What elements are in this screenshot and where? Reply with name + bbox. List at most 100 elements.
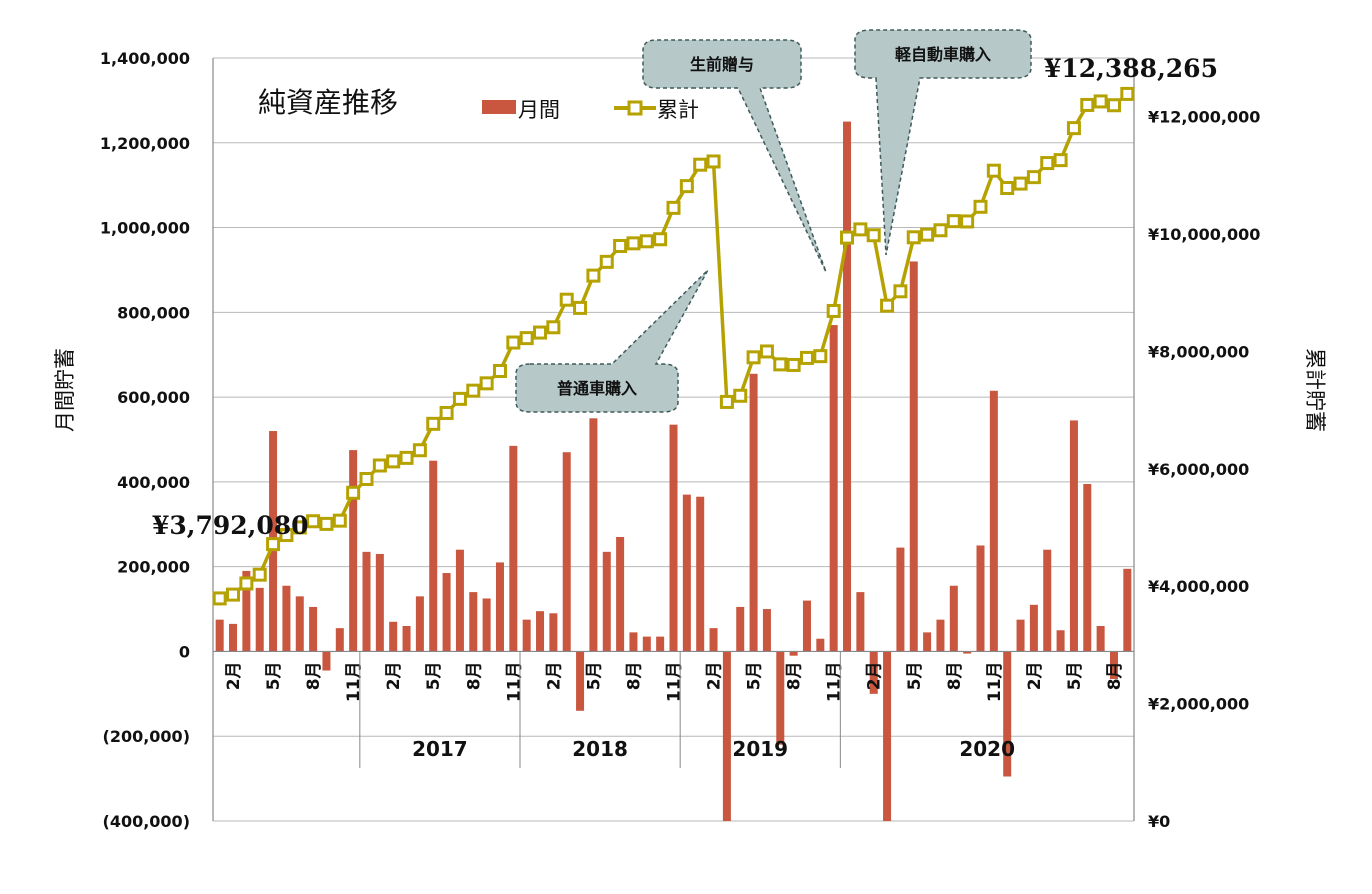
line-point (212, 591, 227, 606)
line-point (1080, 97, 1095, 112)
bar (709, 628, 718, 652)
bar (896, 547, 905, 652)
line-point (506, 335, 521, 350)
line-point (746, 350, 761, 365)
month-tick-label: 8月 (1105, 661, 1125, 690)
line-point (599, 254, 614, 269)
line-point (492, 364, 507, 379)
bar (963, 651, 972, 654)
line-point (933, 223, 948, 238)
bar (1069, 420, 1078, 652)
line-point (639, 234, 654, 249)
bar (909, 261, 918, 652)
line-point (719, 394, 734, 409)
month-tick-label: 2月 (384, 661, 404, 690)
bar (602, 551, 611, 652)
callout-kei-car-label: 軽自動車購入 (895, 45, 991, 64)
line-point (452, 391, 467, 406)
bar (682, 494, 691, 652)
line-point (759, 344, 774, 359)
bar (883, 651, 892, 821)
bar (509, 445, 518, 652)
month-tick-label: 11月 (344, 661, 364, 702)
bar (1109, 651, 1118, 679)
bar (522, 619, 531, 652)
left-tick-label: 800,000 (117, 303, 190, 322)
chart-title: 純資産推移 (258, 86, 398, 119)
bar (1029, 604, 1038, 652)
bar (949, 585, 958, 652)
line-point (1093, 94, 1108, 109)
line-point (573, 300, 588, 315)
line-point (626, 236, 641, 251)
bar (869, 651, 878, 694)
right-tick-label: ¥12,000,000 (1148, 108, 1260, 127)
bar (989, 390, 998, 652)
month-tick-label: 5月 (264, 661, 284, 690)
line-point (880, 298, 895, 313)
line-point (946, 214, 961, 229)
month-tick-label: 11月 (825, 661, 845, 702)
bar (469, 592, 478, 652)
left-tick-label: 1,400,000 (100, 49, 190, 68)
line-point (773, 357, 788, 372)
bar (642, 636, 651, 652)
bar (335, 628, 344, 652)
line-point (546, 320, 561, 335)
bar (1083, 484, 1092, 652)
callout-car-label: 普通車購入 (557, 379, 637, 398)
line-point (319, 516, 334, 531)
bar (415, 596, 424, 652)
line-point (439, 405, 454, 420)
line-point (866, 228, 881, 243)
month-tick-label: 5月 (745, 661, 765, 690)
bar (923, 632, 932, 652)
month-tick-label: 5月 (584, 661, 604, 690)
month-tick-label: 8月 (945, 661, 965, 690)
line-point (653, 232, 668, 247)
bar (789, 651, 798, 656)
chart-texts: 純資産推移 月間 累計 ¥3,792,080 ¥12,388,265 月間貯蓄 … (53, 54, 1327, 540)
year-label: 2018 (572, 737, 628, 761)
bar (629, 632, 638, 652)
right-tick-label: ¥0 (1148, 812, 1170, 831)
month-tick-label: 5月 (1065, 661, 1085, 690)
month-tick-label: 2月 (544, 661, 564, 690)
bar (1056, 630, 1065, 652)
line-point (786, 357, 801, 372)
bar (402, 626, 411, 652)
callout-kei-car: 軽自動車購入 (854, 29, 1032, 256)
line-point (372, 458, 387, 473)
line-point (586, 268, 601, 283)
month-tick-label: 5月 (905, 661, 925, 690)
left-tick-label: 400,000 (117, 473, 190, 492)
line-point (1106, 98, 1121, 113)
bar (762, 609, 771, 652)
bar (482, 598, 491, 652)
bar (736, 606, 745, 652)
end-value-label: ¥12,388,265 (1044, 54, 1218, 83)
bar (282, 585, 291, 652)
callout-gift-label: 生前贈与 (690, 55, 754, 74)
bar (389, 621, 398, 652)
bar (322, 651, 331, 671)
left-tick-label: 0 (179, 642, 190, 661)
month-tick-label: 8月 (464, 661, 484, 690)
right-tick-label: ¥8,000,000 (1148, 342, 1249, 361)
right-tick-label: ¥6,000,000 (1148, 460, 1249, 479)
line-point (426, 416, 441, 431)
line-point (960, 214, 975, 229)
line-point (693, 157, 708, 172)
left-axis-ticks: (400,000) (200,000) 0 200,000 400,000 600,000… (100, 49, 190, 831)
line-point (239, 576, 254, 591)
monthly-bars (215, 121, 1132, 821)
bar (562, 452, 571, 652)
month-tick-label: 8月 (304, 661, 324, 690)
line-point (559, 292, 574, 307)
bar (589, 418, 598, 652)
line-point (666, 200, 681, 215)
line-point (399, 450, 414, 465)
bar (856, 592, 865, 652)
bar (1123, 568, 1132, 652)
